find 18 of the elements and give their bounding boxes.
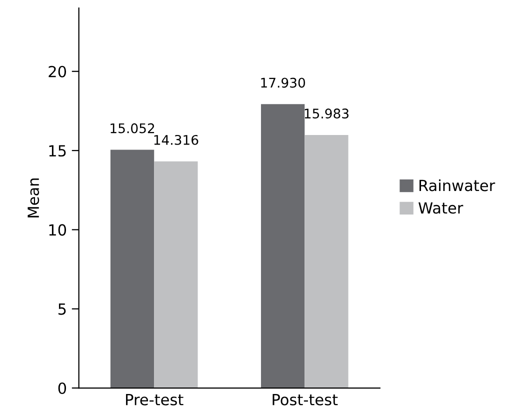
bar (110, 150, 154, 388)
data-label: 17.930 (261, 78, 306, 88)
y-axis-title: Mean (28, 178, 40, 218)
x-tick-label: Pre-test (126, 394, 184, 406)
y-tick-label: 15 (49, 145, 66, 157)
y-tick-label: 0 (58, 382, 66, 394)
data-label: 15.052 (110, 123, 154, 134)
data-label: 14.316 (154, 134, 198, 145)
bar (260, 104, 305, 388)
data-label: 15.983 (304, 108, 348, 119)
y-tick-label: 10 (49, 224, 66, 236)
bar (304, 134, 348, 388)
x-tick-label: Post-test (272, 394, 338, 406)
legend-label: Rainwater (420, 179, 496, 192)
y-tick-label: 20 (48, 66, 66, 78)
legend-label: Water (418, 202, 464, 214)
y-tick-label: 5 (58, 304, 66, 315)
bar (154, 161, 198, 388)
